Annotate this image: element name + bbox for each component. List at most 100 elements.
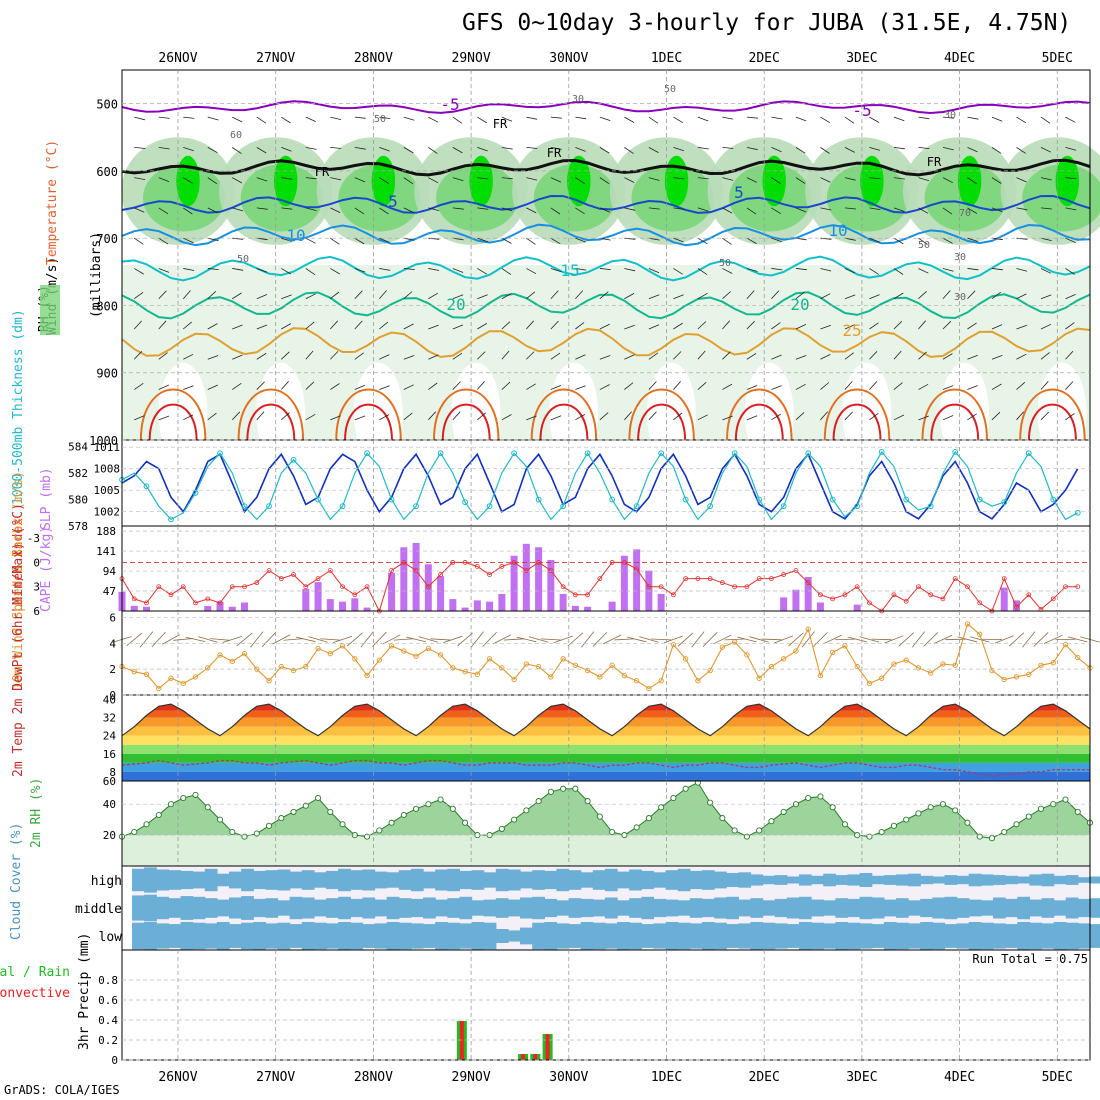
thickness-point xyxy=(192,490,199,496)
thickness-point xyxy=(535,496,542,503)
wind-barb-10m xyxy=(360,631,374,648)
rh2m-point xyxy=(731,827,738,834)
cloud-cell xyxy=(192,871,206,889)
day-label-top: 30NOV xyxy=(549,51,588,66)
wind-speed-point xyxy=(290,667,297,674)
wind-barb xyxy=(134,382,144,390)
wind-barb xyxy=(379,385,390,390)
cloud-cell xyxy=(483,922,497,950)
temp-contour-label: -5 xyxy=(852,101,871,120)
thickness-point xyxy=(266,503,272,510)
precip-legend-convective: Convective xyxy=(0,986,70,1001)
lifted-index-point xyxy=(854,584,860,590)
isotherm-line xyxy=(121,158,1091,177)
cloud-cell xyxy=(180,870,194,890)
wind-barb xyxy=(428,324,439,330)
warm-contour xyxy=(930,403,980,441)
wind-barb-10m xyxy=(859,636,880,643)
rh2m-point xyxy=(265,822,273,829)
wind-barb-10m xyxy=(1033,632,1049,647)
cloud-cell xyxy=(786,924,800,948)
wind-barb xyxy=(771,354,782,360)
lifted-index-point xyxy=(425,584,431,590)
wind-speed-point xyxy=(131,669,137,675)
wind-barb xyxy=(1040,116,1051,124)
wind-barb xyxy=(869,412,879,421)
wind-barb xyxy=(379,321,389,330)
wind-barb-10m xyxy=(834,638,855,641)
wind-speed-point xyxy=(1050,660,1056,666)
cloud-cell xyxy=(835,875,849,885)
rh2m-point xyxy=(609,828,616,836)
wind-barb xyxy=(232,207,244,212)
rh2m-point xyxy=(327,808,334,815)
cloud-cell xyxy=(326,898,339,918)
cloud-cell xyxy=(362,924,376,948)
lifted-index-point xyxy=(217,600,223,606)
cloud-cell xyxy=(532,870,545,890)
cloud-cell xyxy=(653,923,667,949)
wind-barb xyxy=(918,177,930,182)
cape-bar xyxy=(314,582,322,611)
wind-barb xyxy=(207,147,218,154)
lifted-index-point xyxy=(732,584,738,590)
wind-barb xyxy=(820,207,832,211)
rh-region-core xyxy=(567,155,591,207)
cloud-cell xyxy=(714,871,727,889)
cloud-cell xyxy=(980,900,994,916)
rh-contour-label: 50 xyxy=(374,114,386,125)
wind-barb xyxy=(501,237,512,244)
wind-barb xyxy=(795,116,807,122)
cloud-cell xyxy=(289,924,303,948)
thickness-point xyxy=(854,503,861,510)
thickness-point xyxy=(952,449,959,455)
wind-barb xyxy=(991,324,1003,330)
cape-bar xyxy=(547,560,555,611)
wind-barb xyxy=(844,294,856,300)
wind-barb xyxy=(232,324,243,330)
cloud-cell xyxy=(483,872,497,888)
wind-barb-10m xyxy=(470,631,484,648)
wind-barb xyxy=(134,237,144,245)
wind-speed-point xyxy=(977,631,983,637)
cloud-cell xyxy=(495,868,509,892)
rh-region-core xyxy=(1055,155,1080,207)
lifted-index-point xyxy=(254,580,260,586)
cloud-cell xyxy=(908,900,921,916)
wind-barb xyxy=(158,146,170,150)
cloud-cell xyxy=(956,875,970,885)
cloud-cell xyxy=(447,922,461,950)
cloud-cell xyxy=(520,897,533,919)
wind-barb xyxy=(624,268,636,272)
day-label-bottom: 28NOV xyxy=(354,1070,393,1085)
wind-barb xyxy=(771,385,782,390)
cloud-cell xyxy=(132,922,145,950)
wind-speed-point xyxy=(756,675,762,681)
wind-barb xyxy=(942,415,954,421)
wind-speed-point xyxy=(1013,674,1020,680)
wind-barb xyxy=(550,116,562,119)
wind-barb xyxy=(281,412,290,421)
rh-region-core xyxy=(762,155,786,207)
wind-barb xyxy=(648,352,659,360)
precip-convective-bar xyxy=(533,1054,538,1060)
temp-contour-label: FR xyxy=(493,117,508,131)
wind-barb-10m xyxy=(911,631,925,648)
wind-barb xyxy=(207,384,218,390)
wind-barb xyxy=(305,207,317,211)
wind-barb-10m xyxy=(663,635,683,644)
thickness-point xyxy=(388,496,395,503)
cloud-cell xyxy=(895,922,909,950)
wind-barb-10m xyxy=(801,631,815,648)
cloud-cell xyxy=(338,868,351,892)
wind-barb xyxy=(673,351,682,360)
wind-barb xyxy=(648,177,660,181)
wind-barb xyxy=(134,146,146,149)
wind-barb xyxy=(820,411,828,421)
cloud-cell xyxy=(786,897,800,919)
rh2m-point xyxy=(131,828,138,836)
warm-contour xyxy=(637,403,687,441)
wind-speed-point xyxy=(205,665,211,671)
isotherm-line xyxy=(121,291,1091,320)
wind-barb xyxy=(1040,323,1052,330)
